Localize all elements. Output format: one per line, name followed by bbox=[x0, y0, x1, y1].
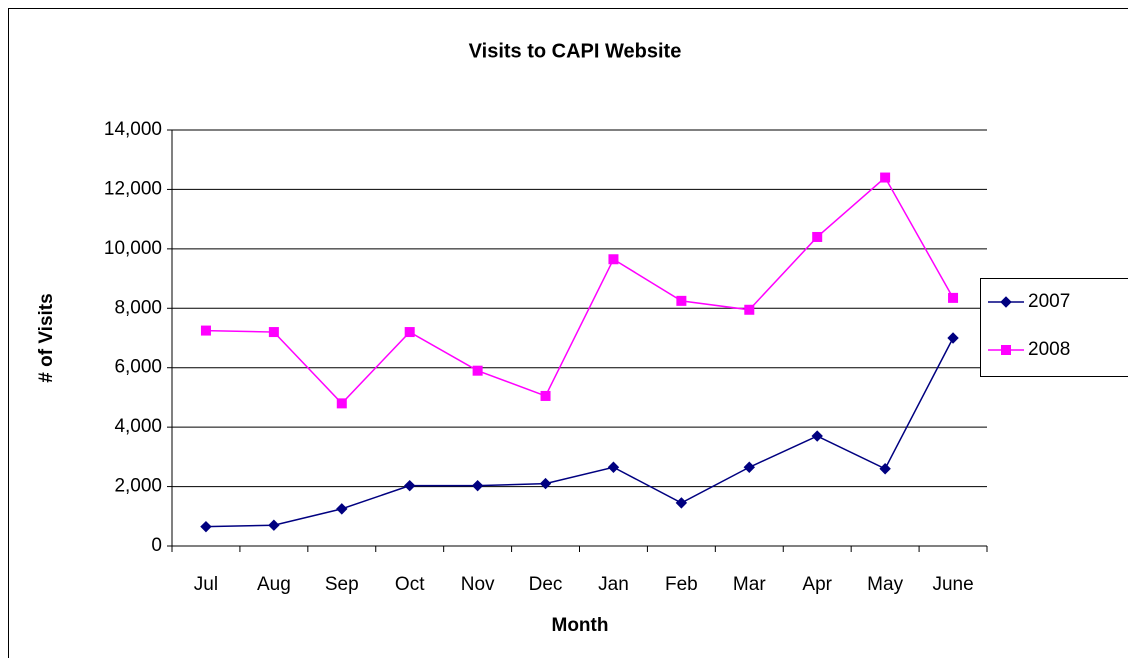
data-point bbox=[607, 461, 620, 473]
x-axis-label: Month bbox=[552, 615, 609, 636]
x-tick-label: Jan bbox=[598, 574, 629, 595]
data-point bbox=[812, 231, 823, 242]
legend-label: 2007 bbox=[1028, 291, 1070, 312]
data-point bbox=[676, 295, 687, 306]
y-tick-label: 10,000 bbox=[104, 238, 162, 259]
y-axis-label: # of Visits bbox=[36, 293, 57, 382]
x-tick-label: Jul bbox=[194, 574, 218, 595]
x-tick-label: Feb bbox=[665, 574, 698, 595]
y-tick-label: 8,000 bbox=[114, 297, 162, 318]
legend-marker bbox=[1001, 345, 1011, 355]
y-tick-label: 6,000 bbox=[114, 357, 162, 378]
data-point bbox=[879, 463, 891, 475]
series-line bbox=[205, 337, 954, 528]
y-tick-label: 0 bbox=[151, 535, 162, 556]
data-point bbox=[268, 327, 279, 338]
x-tick-label: Dec bbox=[529, 574, 563, 595]
data-point bbox=[743, 461, 755, 473]
data-point bbox=[540, 390, 551, 401]
data-point bbox=[471, 479, 484, 492]
legend-box bbox=[980, 278, 1128, 377]
data-point bbox=[404, 327, 415, 338]
x-tick-label: June bbox=[932, 574, 973, 595]
x-tick-label: May bbox=[867, 574, 903, 595]
y-tick-label: 2,000 bbox=[114, 476, 162, 497]
data-point bbox=[336, 503, 348, 515]
data-point bbox=[880, 172, 891, 183]
series-line bbox=[205, 176, 954, 405]
data-point bbox=[608, 254, 619, 265]
data-point bbox=[948, 292, 959, 303]
data-point bbox=[539, 477, 552, 490]
legend-marker bbox=[1000, 296, 1012, 308]
data-point bbox=[811, 430, 823, 442]
data-point bbox=[200, 520, 212, 533]
chart-title: Visits to CAPI Website bbox=[469, 40, 682, 62]
data-point bbox=[268, 519, 280, 531]
data-point bbox=[675, 497, 688, 509]
x-tick-label: Nov bbox=[461, 574, 495, 595]
data-point bbox=[947, 332, 959, 344]
x-tick-label: Mar bbox=[733, 574, 766, 595]
data-point bbox=[744, 304, 755, 315]
y-tick-label: 14,000 bbox=[104, 119, 162, 140]
x-tick-label: Apr bbox=[802, 574, 832, 595]
data-point bbox=[472, 365, 483, 376]
legend-label: 2008 bbox=[1028, 339, 1070, 360]
data-point bbox=[404, 479, 416, 492]
x-tick-label: Oct bbox=[395, 574, 425, 595]
data-point bbox=[336, 398, 347, 409]
y-tick-label: 12,000 bbox=[104, 178, 162, 199]
x-tick-label: Sep bbox=[325, 574, 359, 595]
data-point bbox=[200, 325, 211, 336]
chart-frame bbox=[8, 8, 1128, 658]
x-tick-label: Aug bbox=[257, 574, 291, 595]
y-tick-label: 4,000 bbox=[114, 416, 162, 437]
